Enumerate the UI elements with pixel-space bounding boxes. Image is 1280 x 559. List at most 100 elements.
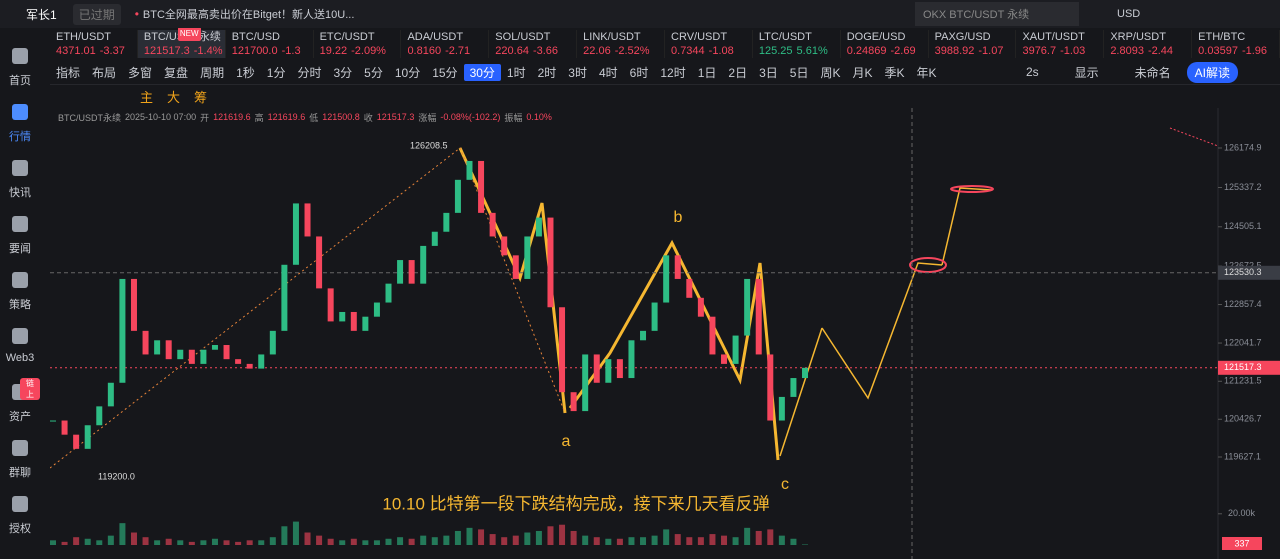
- nav-item[interactable]: Web3: [0, 320, 40, 376]
- ticker-tab[interactable]: LINK/USDT 22.06 -2.52%: [577, 30, 666, 58]
- ticker-tab[interactable]: LTC/USDT 125.25 5.61%: [753, 30, 841, 58]
- info: 2025-10-10 07:00: [125, 112, 197, 122]
- period-button[interactable]: 年K: [916, 65, 937, 80]
- nav-item[interactable]: 授权: [0, 488, 40, 544]
- ticker-tab[interactable]: CRV/USDT 0.7344 -1.08: [665, 30, 753, 58]
- ticker-price: 121700.0: [231, 45, 278, 57]
- period-button[interactable]: 周K: [820, 65, 841, 80]
- volume-bar: [454, 530, 461, 545]
- candle: [767, 354, 774, 421]
- toolbar-button[interactable]: 布局: [92, 65, 117, 80]
- volume-bar: [431, 537, 438, 545]
- toolbar-button[interactable]: 未命名: [1134, 65, 1171, 80]
- search[interactable]: OKX BTC/USDT 永续: [915, 2, 1079, 26]
- period-button[interactable]: 2时: [537, 65, 557, 80]
- ticker-tab[interactable]: XAUT/USDT 3976.7 -1.03: [1016, 30, 1105, 58]
- period-button[interactable]: 1时: [506, 65, 526, 80]
- ticker-name: XRP/USDT: [1110, 31, 1166, 43]
- candle: [431, 231, 438, 246]
- tool[interactable]: 主: [140, 89, 154, 105]
- candle: [188, 349, 195, 364]
- period-button[interactable]: 10分: [394, 65, 421, 80]
- crosshair-label: 123530.3: [1224, 267, 1262, 277]
- top-bar: 军长1 已过期 • BTC全网最高卖出价在Bitget！新人送10U... OK…: [0, 0, 1280, 28]
- nav-item[interactable]: 首页: [0, 40, 40, 96]
- ticker-tab[interactable]: ETH/USDT 4371.01 -3.37: [50, 30, 138, 58]
- candle: [200, 349, 207, 364]
- ticker-tab[interactable]: BTC/USD 121700.0 -1.3: [226, 30, 314, 58]
- y-tick-label: 126174.9: [1224, 142, 1262, 152]
- nav-item[interactable]: 资产 链上: [0, 376, 40, 432]
- nav-item[interactable]: 群聊: [0, 432, 40, 488]
- candle: [674, 255, 681, 279]
- period-button[interactable]: 2日: [728, 65, 748, 80]
- user[interactable]: 军长1: [26, 7, 57, 22]
- nav-item[interactable]: 策略: [0, 264, 40, 320]
- candle: [96, 406, 103, 426]
- period-button[interactable]: 季K: [884, 65, 905, 80]
- ticker-change: -2.09%: [351, 45, 386, 57]
- volume-bar: [651, 535, 658, 545]
- ticker-tab[interactable]: SOL/USDT 220.64 -3.66: [489, 30, 578, 58]
- period-button[interactable]: 3时: [568, 65, 587, 80]
- volume-bar: [732, 537, 739, 545]
- tool[interactable]: 筹: [194, 89, 208, 105]
- toolbar-button[interactable]: 周期: [200, 65, 225, 80]
- candle: [84, 425, 91, 449]
- volume-bar: [755, 530, 762, 545]
- period-button[interactable]: 6时: [629, 65, 649, 80]
- toolbar-button[interactable]: 复盘: [164, 65, 189, 80]
- ticker-tab[interactable]: PAXG/USD 3988.92 -1.07: [929, 30, 1017, 58]
- candle: [246, 363, 253, 369]
- ticker-tab[interactable]: BTC/USDT永续121517.3-1.4%NEW: [137, 28, 226, 58]
- toolbar-button[interactable]: 2s: [1025, 65, 1039, 79]
- volume-bar: [373, 540, 380, 545]
- volume-bar: [605, 538, 612, 545]
- ticker-tab[interactable]: ETC/USDT 19.22 -2.09%: [314, 30, 402, 58]
- toolbar-button[interactable]: 指标: [56, 65, 81, 80]
- info: 121500.8: [322, 112, 360, 122]
- ticker-change: -1.96: [1241, 45, 1268, 57]
- period-button[interactable]: 分时: [297, 65, 322, 80]
- period-button[interactable]: 4时: [598, 65, 618, 80]
- period-button[interactable]: 1分: [266, 65, 286, 80]
- volume-bar: [165, 538, 172, 545]
- ticker-change: -1.03: [1060, 45, 1086, 57]
- nav-item[interactable]: 快讯: [0, 152, 40, 208]
- volume-bar: [420, 535, 427, 545]
- period-button[interactable]: 30分: [463, 63, 501, 81]
- period-button[interactable]: 1秒: [236, 65, 255, 80]
- nav-item[interactable]: 要闻: [0, 208, 40, 264]
- toolbar-button[interactable]: 多窗: [128, 65, 153, 80]
- period-button[interactable]: 1日: [697, 65, 717, 80]
- period-button[interactable]: 15分: [432, 65, 458, 80]
- ticker-price: 3988.92: [934, 45, 975, 57]
- volume-bar: [154, 540, 161, 545]
- y-tick-label: 125337.2: [1224, 182, 1262, 192]
- ticker-tab[interactable]: XRP/USDT 2.8093 -2.44: [1104, 30, 1193, 58]
- currency[interactable]: USD: [1117, 8, 1141, 20]
- news[interactable]: BTC全网最高卖出价在Bitget！新人送10U...: [142, 9, 355, 21]
- period-button[interactable]: 月K: [852, 65, 873, 80]
- tool[interactable]: 大: [167, 89, 181, 105]
- period-button[interactable]: 3日: [759, 65, 778, 80]
- ticker-quote: 121700.0 -1.3: [232, 44, 313, 58]
- high-label: 126208.5: [410, 140, 448, 150]
- info: 121619.6: [213, 112, 251, 122]
- period-button[interactable]: 5分: [364, 65, 383, 80]
- candle: [154, 340, 161, 355]
- ai-button[interactable]: AI解读: [1186, 61, 1238, 83]
- candle: [107, 382, 114, 407]
- ticker-tab[interactable]: DOGE/USD 0.24869 -2.69: [841, 30, 929, 58]
- info: 收: [363, 112, 373, 123]
- period-button[interactable]: 3分: [333, 65, 353, 80]
- ticker-tab[interactable]: ETH/BTC 0.03597 -1.96: [1192, 30, 1280, 58]
- period-button[interactable]: 5日: [789, 65, 809, 80]
- nav-label: 群聊: [9, 467, 31, 479]
- volume-bar: [397, 537, 404, 545]
- period-button[interactable]: 12时: [660, 65, 686, 80]
- toolbar-button[interactable]: 显示: [1074, 65, 1099, 80]
- nav-icon: [12, 440, 28, 456]
- nav-item[interactable]: 行情: [0, 96, 40, 152]
- ticker-tab[interactable]: ADA/USDT 0.8160 -2.71: [401, 30, 490, 58]
